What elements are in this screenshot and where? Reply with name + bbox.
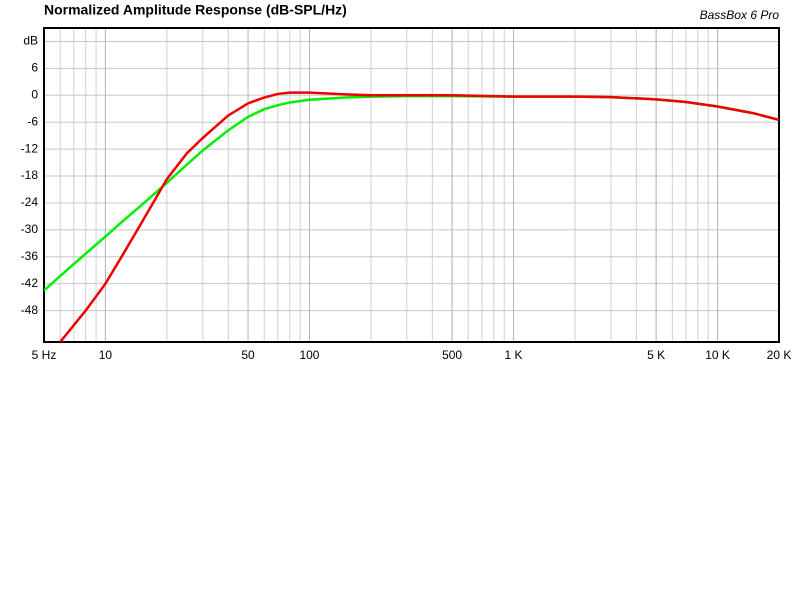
x-tick-label: 100 — [299, 348, 319, 362]
plot-area — [44, 28, 779, 342]
x-tick-label: 5 K — [647, 348, 665, 362]
y-tick-label: -48 — [21, 303, 39, 317]
y-tick-label: -36 — [21, 249, 39, 263]
y-tick-label: -24 — [21, 195, 39, 209]
chart-title: Normalized Amplitude Response (dB-SPL/Hz… — [44, 2, 347, 18]
x-tick-label: 10 K — [705, 348, 730, 362]
y-tick-label: -42 — [21, 276, 39, 290]
x-tick-label: 20 K — [767, 348, 792, 362]
x-tick-label: 500 — [442, 348, 462, 362]
y-tick-label: -12 — [21, 141, 39, 155]
x-tick-label: 5 Hz — [32, 348, 57, 362]
x-tick-label: 1 K — [505, 348, 523, 362]
series-line — [59, 91, 779, 342]
y-tick-label: 0 — [31, 87, 38, 101]
y-tick-label: dB — [23, 34, 38, 48]
x-tick-label: 50 — [241, 348, 255, 362]
plot-border — [43, 27, 780, 343]
y-tick-label: -6 — [27, 114, 38, 128]
x-tick-label: 10 — [99, 348, 113, 362]
annotation: BassBox 6 Pro — [700, 8, 780, 22]
y-tick-label: -18 — [21, 168, 39, 182]
y-tick-label: -30 — [21, 222, 39, 236]
y-tick-label: 6 — [31, 61, 38, 75]
